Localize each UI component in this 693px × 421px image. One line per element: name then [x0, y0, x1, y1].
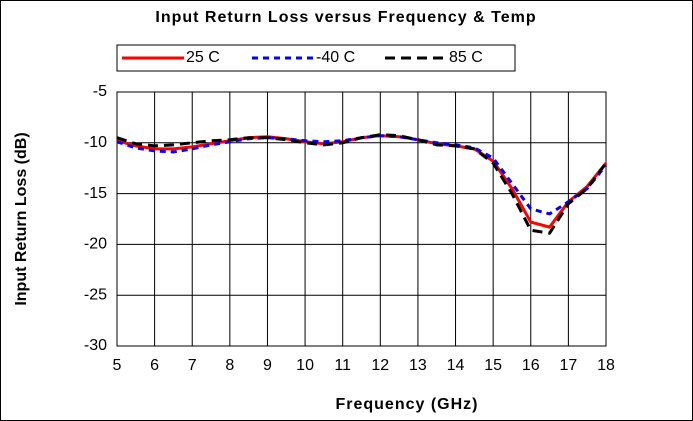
- plot-area: [116, 91, 607, 347]
- x-tick-label: 18: [597, 357, 615, 374]
- chart-title: Input Return Loss versus Frequency & Tem…: [155, 9, 536, 26]
- y-tick-label: -5: [93, 83, 107, 100]
- y-tick-label: -15: [84, 185, 107, 202]
- y-tick-label: -10: [84, 134, 107, 151]
- x-tick-label: 5: [113, 357, 122, 374]
- legend-label: 85 C: [449, 49, 483, 66]
- y-tick-label: -25: [84, 286, 107, 303]
- legend-label: 25 C: [186, 49, 220, 66]
- x-tick-label: 7: [188, 357, 197, 374]
- y-axis-label: Input Return Loss (dB): [13, 132, 30, 305]
- y-tick-label: -30: [84, 337, 107, 354]
- y-tick-label: -20: [84, 236, 107, 253]
- x-tick-label: 13: [409, 357, 427, 374]
- series-line: [116, 133, 608, 235]
- x-tick-label: 6: [150, 357, 159, 374]
- x-tick-label: 16: [522, 357, 540, 374]
- x-tick-label: 17: [559, 357, 577, 374]
- x-tick-label: 10: [296, 357, 314, 374]
- x-tick-label: 15: [484, 357, 502, 374]
- x-tick-label: 12: [371, 357, 389, 374]
- legend-label: -40 C: [316, 49, 355, 66]
- x-tick-label: 11: [334, 357, 351, 374]
- x-tick-label: 8: [225, 357, 234, 374]
- x-tick-label: 14: [447, 357, 465, 374]
- x-tick-label: 9: [263, 357, 272, 374]
- x-axis-label: Frequency (GHz): [335, 396, 478, 413]
